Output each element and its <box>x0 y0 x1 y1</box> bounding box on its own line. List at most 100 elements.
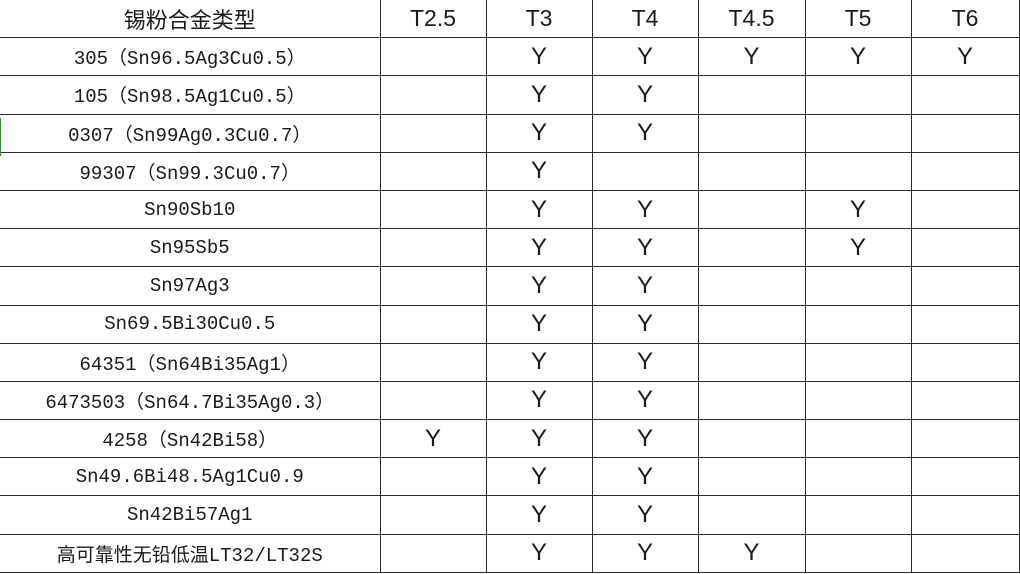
alloy-name-cell[interactable]: 高可靠性无铅低温LT32/LT32S <box>0 533 381 573</box>
compatibility-cell[interactable]: Y <box>591 304 699 344</box>
compatibility-cell[interactable] <box>697 75 806 115</box>
compatibility-cell[interactable] <box>804 457 912 497</box>
compatibility-cell[interactable]: Y <box>591 189 699 230</box>
compatibility-cell[interactable] <box>697 304 806 344</box>
compatibility-cell[interactable] <box>697 495 806 535</box>
compatibility-cell[interactable] <box>379 113 487 153</box>
compatibility-cell[interactable] <box>379 75 487 115</box>
compatibility-cell[interactable]: Y <box>485 228 593 268</box>
compatibility-cell[interactable]: Y <box>804 189 912 230</box>
column-header-t6[interactable]: T6 <box>910 0 1020 39</box>
compatibility-cell[interactable] <box>910 151 1020 191</box>
compatibility-cell[interactable] <box>804 380 912 421</box>
compatibility-cell[interactable]: Y <box>485 189 593 230</box>
compatibility-cell[interactable]: Y <box>804 228 912 268</box>
compatibility-cell[interactable] <box>697 189 806 230</box>
compatibility-cell[interactable]: Y <box>591 113 699 153</box>
compatibility-cell[interactable] <box>910 495 1020 535</box>
compatibility-cell[interactable]: Y <box>485 495 593 535</box>
compatibility-cell[interactable] <box>697 228 806 268</box>
compatibility-cell[interactable]: Y <box>485 37 593 77</box>
compatibility-cell[interactable] <box>379 189 487 230</box>
compatibility-cell[interactable]: Y <box>591 37 699 77</box>
alloy-name-cell[interactable]: 99307（Sn99.3Cu0.7） <box>0 151 381 191</box>
compatibility-cell[interactable]: Y <box>591 342 699 382</box>
compatibility-cell[interactable] <box>379 228 487 268</box>
compatibility-cell[interactable] <box>910 419 1020 459</box>
compatibility-cell[interactable]: Y <box>485 151 593 191</box>
compatibility-cell[interactable] <box>804 151 912 191</box>
compatibility-cell[interactable] <box>910 113 1020 153</box>
compatibility-cell[interactable] <box>910 533 1020 573</box>
alloy-name-cell[interactable]: Sn97Ag3 <box>0 266 381 306</box>
alloy-name-cell[interactable]: Sn69.5Bi30Cu0.5 <box>0 304 381 344</box>
compatibility-cell[interactable] <box>910 380 1020 421</box>
compatibility-cell[interactable] <box>697 151 806 191</box>
compatibility-cell[interactable] <box>910 189 1020 230</box>
compatibility-cell[interactable] <box>697 380 806 421</box>
compatibility-cell[interactable]: Y <box>485 266 593 306</box>
compatibility-cell[interactable] <box>379 533 487 573</box>
compatibility-cell[interactable] <box>910 304 1020 344</box>
compatibility-cell[interactable] <box>804 342 912 382</box>
alloy-name-cell[interactable]: Sn95Sb5 <box>0 228 381 268</box>
compatibility-cell[interactable]: Y <box>591 380 699 421</box>
compatibility-cell[interactable] <box>804 113 912 153</box>
compatibility-cell[interactable] <box>804 533 912 573</box>
compatibility-cell[interactable] <box>379 495 487 535</box>
compatibility-cell[interactable]: Y <box>591 75 699 115</box>
compatibility-cell[interactable]: Y <box>485 113 593 153</box>
compatibility-cell[interactable] <box>910 228 1020 268</box>
compatibility-cell[interactable] <box>697 457 806 497</box>
compatibility-cell[interactable]: Y <box>697 533 806 573</box>
alloy-name-cell[interactable]: 305（Sn96.5Ag3Cu0.5） <box>0 37 381 77</box>
compatibility-cell[interactable]: Y <box>591 266 699 306</box>
compatibility-cell[interactable]: Y <box>485 380 593 421</box>
compatibility-cell[interactable] <box>910 266 1020 306</box>
compatibility-cell[interactable] <box>697 113 806 153</box>
compatibility-cell[interactable]: Y <box>379 419 487 459</box>
column-header-t3[interactable]: T3 <box>485 0 593 39</box>
compatibility-cell[interactable] <box>910 457 1020 497</box>
compatibility-cell[interactable]: Y <box>591 495 699 535</box>
compatibility-cell[interactable] <box>804 75 912 115</box>
alloy-name-cell[interactable]: Sn90Sb10 <box>0 189 381 230</box>
compatibility-cell[interactable] <box>804 266 912 306</box>
compatibility-cell[interactable] <box>910 342 1020 382</box>
compatibility-cell[interactable] <box>804 304 912 344</box>
compatibility-cell[interactable]: Y <box>591 533 699 573</box>
compatibility-cell[interactable]: Y <box>485 533 593 573</box>
alloy-name-cell[interactable]: 6473503（Sn64.7Bi35Ag0.3） <box>0 380 381 421</box>
compatibility-cell[interactable]: Y <box>485 75 593 115</box>
alloy-name-cell[interactable]: 0307（Sn99Ag0.3Cu0.7） <box>0 113 381 153</box>
compatibility-cell[interactable] <box>379 304 487 344</box>
alloy-name-cell[interactable]: 64351（Sn64Bi35Ag1） <box>0 342 381 382</box>
compatibility-cell[interactable]: Y <box>804 37 912 77</box>
compatibility-cell[interactable]: Y <box>591 419 699 459</box>
column-header-t4-5[interactable]: T4.5 <box>697 0 806 39</box>
alloy-name-cell[interactable]: 105（Sn98.5Ag1Cu0.5） <box>0 75 381 115</box>
compatibility-cell[interactable] <box>379 457 487 497</box>
compatibility-cell[interactable] <box>591 151 699 191</box>
compatibility-cell[interactable] <box>379 151 487 191</box>
column-header-t4[interactable]: T4 <box>591 0 699 39</box>
compatibility-cell[interactable] <box>804 419 912 459</box>
compatibility-cell[interactable] <box>379 342 487 382</box>
compatibility-cell[interactable]: Y <box>485 457 593 497</box>
compatibility-cell[interactable] <box>379 266 487 306</box>
compatibility-cell[interactable] <box>804 495 912 535</box>
compatibility-cell[interactable]: Y <box>591 457 699 497</box>
compatibility-cell[interactable] <box>910 75 1020 115</box>
alloy-name-cell[interactable]: Sn42Bi57Ag1 <box>0 495 381 535</box>
compatibility-cell[interactable] <box>697 419 806 459</box>
compatibility-cell[interactable] <box>697 342 806 382</box>
column-header-t2-5[interactable]: T2.5 <box>379 0 487 39</box>
compatibility-cell[interactable] <box>379 380 487 421</box>
compatibility-cell[interactable]: Y <box>591 228 699 268</box>
compatibility-cell[interactable]: Y <box>485 304 593 344</box>
compatibility-cell[interactable] <box>379 37 487 77</box>
compatibility-cell[interactable]: Y <box>910 37 1020 77</box>
alloy-name-cell[interactable]: 4258（Sn42Bi58） <box>0 419 381 459</box>
alloy-name-cell[interactable]: Sn49.6Bi48.5Ag1Cu0.9 <box>0 457 381 497</box>
compatibility-cell[interactable]: Y <box>485 342 593 382</box>
